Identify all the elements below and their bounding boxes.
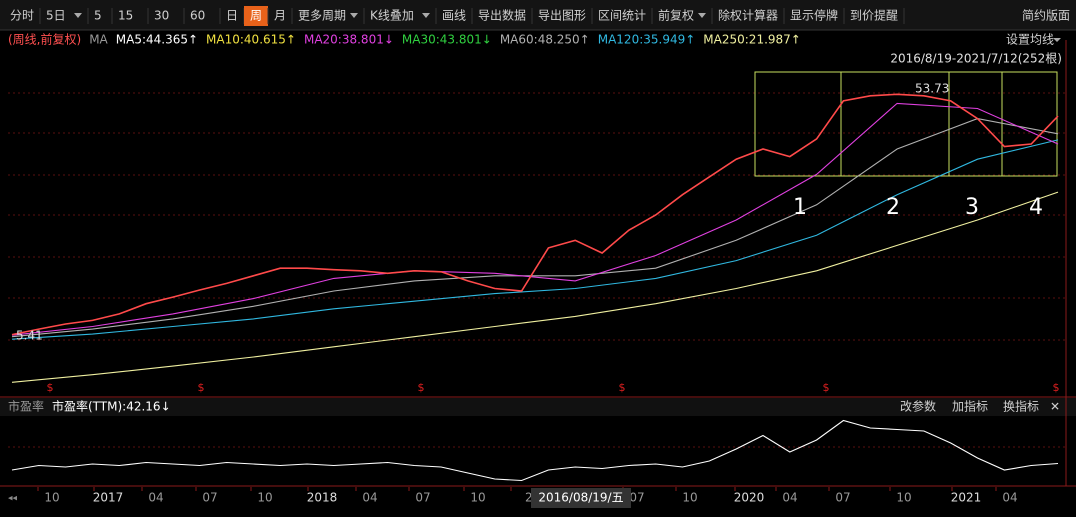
zone-label: 3 <box>965 195 979 220</box>
dividend-marker[interactable]: $ <box>47 381 54 394</box>
toolbar-button[interactable]: 区间统计 <box>598 9 646 23</box>
cursor-label: 2016/08/19/五 <box>538 491 623 505</box>
x-axis-label: 04 <box>782 491 797 505</box>
toolbar-button[interactable]: K线叠加 <box>370 9 414 23</box>
ma-line <box>11 118 1059 338</box>
toolbar-button[interactable]: 更多周期 <box>298 9 346 23</box>
dropdown-icon <box>1053 38 1061 42</box>
x-axis-label: 10 <box>682 491 697 505</box>
x-axis-label: 2020 <box>734 491 765 505</box>
ma-line <box>11 102 1059 336</box>
x-axis-label: 10 <box>470 491 485 505</box>
x-axis-label: 04 <box>148 491 163 505</box>
toolbar-button[interactable]: 除权计算器 <box>718 8 778 23</box>
dividend-marker[interactable]: $ <box>1053 381 1060 394</box>
dividend-marker[interactable]: $ <box>198 381 205 394</box>
indicator-value: 市盈率(TTM):42.16↓ <box>52 399 171 414</box>
x-axis-label: 2018 <box>307 491 338 505</box>
zone-label: 1 <box>793 195 807 220</box>
toolbar-button[interactable]: 简约版面 <box>1022 8 1070 23</box>
zone-boxes <box>754 71 1058 177</box>
ma-legend-item: MA250:21.987↑ <box>703 33 801 47</box>
ma-legend-item: MA5:44.365↑ <box>116 33 198 47</box>
toolbar-button[interactable]: 60 <box>190 9 205 23</box>
toolbar-button[interactable]: 5日 <box>46 9 66 23</box>
indicator-button[interactable]: 换指标 <box>1003 399 1039 414</box>
indicator-button[interactable]: ✕ <box>1050 400 1060 414</box>
toolbar-button[interactable]: 30 <box>154 9 169 23</box>
indicator-button[interactable]: 改参数 <box>900 399 936 414</box>
x-axis-label: 10 <box>44 491 59 505</box>
indicator-button[interactable]: 加指标 <box>952 399 988 414</box>
toolbar-button[interactable]: 到价提醒 <box>850 8 898 23</box>
toolbar-button[interactable]: 周 <box>250 9 262 23</box>
ma-label: MA <box>89 33 108 47</box>
indicator-title: 市盈率 <box>8 399 44 414</box>
dividend-marker[interactable]: $ <box>418 381 425 394</box>
toolbar-button[interactable]: 日 <box>226 9 238 23</box>
dropdown-icon <box>74 13 82 18</box>
x-axis-label: 04 <box>1002 491 1017 505</box>
toolbar-button[interactable]: 导出图形 <box>538 9 586 23</box>
ma-legend-item: MA20:38.801↓ <box>304 33 394 47</box>
x-axis-label: 10 <box>896 491 911 505</box>
x-axis-label: 07 <box>415 491 430 505</box>
toolbar-button[interactable]: 月 <box>274 9 286 23</box>
active-tab-bg <box>244 6 268 26</box>
toolbar-button[interactable]: 前复权 <box>658 8 694 23</box>
dropdown-icon <box>422 13 430 18</box>
x-axis-label: 07 <box>202 491 217 505</box>
x-axis-label: 10 <box>257 491 272 505</box>
x-axis-label: 07 <box>835 491 850 505</box>
x-axis-label: 04 <box>362 491 377 505</box>
x-axis-label: 2021 <box>951 491 982 505</box>
toolbar-button[interactable]: 5 <box>94 9 102 23</box>
dropdown-icon <box>698 13 706 18</box>
pe-line <box>11 419 1059 482</box>
period-label: (周线,前复权) <box>8 32 81 47</box>
x-axis-label: 07 <box>629 491 644 505</box>
zone-box <box>1001 71 1058 177</box>
ma-line <box>11 191 1059 383</box>
low-label: 5.41 <box>16 329 43 343</box>
settings-button[interactable]: 设置均线 <box>1006 33 1054 47</box>
ma-legend-item: MA30:43.801↓ <box>402 33 492 47</box>
x-axis-label: 2017 <box>93 491 124 505</box>
dropdown-icon <box>350 13 358 18</box>
toolbar-button[interactable]: 15 <box>118 9 133 23</box>
cursor-label-bg <box>531 488 631 508</box>
grid <box>8 92 1066 448</box>
zone-label: 2 <box>886 195 900 220</box>
dividend-marker[interactable]: $ <box>619 381 626 394</box>
dividend-marker[interactable]: $ <box>823 381 830 394</box>
scroll-left[interactable]: ◂◂ <box>8 494 18 504</box>
ma-legend-item: MA10:40.615↑ <box>206 33 296 47</box>
price-line <box>11 93 1059 336</box>
toolbar-button[interactable]: 画线 <box>442 9 466 23</box>
range-label: 2016/8/19-2021/7/12(252根) <box>890 52 1062 66</box>
ma-legend-item: MA120:35.949↑ <box>598 33 696 47</box>
ma-line <box>11 139 1059 340</box>
toolbar-button[interactable]: 导出数据 <box>478 8 526 23</box>
toolbar-button[interactable]: 显示停牌 <box>790 8 838 23</box>
toolbar-bg <box>0 0 1076 30</box>
toolbar-button[interactable]: 分时 <box>10 9 34 23</box>
zone-label: 4 <box>1029 195 1043 220</box>
high-label: 53.73 <box>915 82 949 96</box>
ma-legend-item: MA60:48.250↑ <box>500 33 590 47</box>
indicator-header-bg <box>0 398 1076 416</box>
